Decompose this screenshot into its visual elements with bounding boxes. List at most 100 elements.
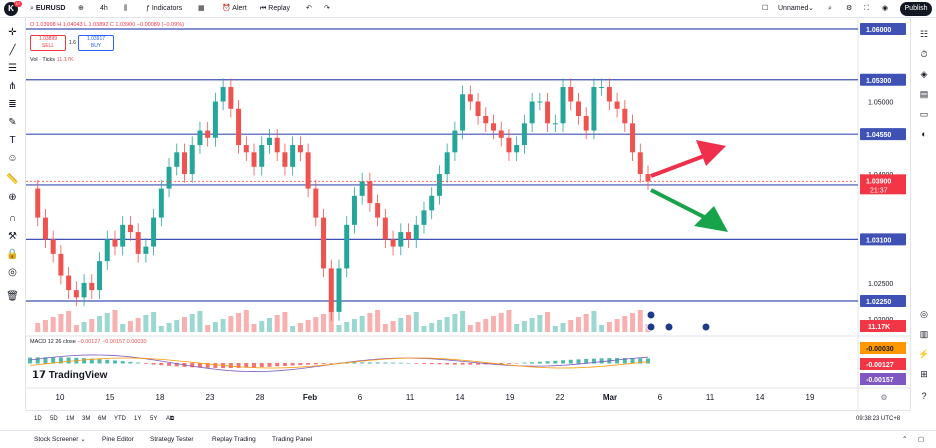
range-1y[interactable]: 1Y: [134, 416, 142, 422]
lock-drawing-icon[interactable]: ⚒: [8, 231, 17, 242]
candle-body: [560, 87, 566, 124]
volume-bar: [135, 318, 141, 332]
candle-body: [521, 123, 527, 146]
range-5d[interactable]: 5D: [50, 416, 58, 422]
chevron-down-icon[interactable]: ⌄: [808, 5, 814, 12]
chat-icon[interactable]: ▭: [919, 109, 929, 119]
notes-icon[interactable]: ▥: [919, 329, 929, 339]
signal-line-segment: [60, 360, 69, 363]
zoom-in-icon[interactable]: ⊕: [8, 192, 17, 203]
range-ytd[interactable]: YTD: [114, 416, 126, 422]
candle-body: [189, 145, 195, 175]
layers-icon[interactable]: ◈: [920, 69, 928, 79]
time-tick-label: 15: [106, 393, 115, 402]
range-1m[interactable]: 1M: [66, 416, 75, 422]
macd-histogram-bar: [514, 363, 519, 364]
volume-bar: [568, 320, 574, 332]
event-marker-icon[interactable]: [664, 322, 674, 332]
text-icon[interactable]: T: [9, 135, 16, 146]
signal-line-segment: [199, 362, 208, 365]
ideas-icon[interactable]: ◐: [921, 129, 927, 139]
candle-body: [97, 261, 103, 291]
buy-button[interactable]: 1.03917 BUY: [78, 35, 114, 51]
watchlist-icon[interactable]: ☷: [919, 29, 929, 39]
replay-button[interactable]: ⏮ Replay: [260, 3, 290, 15]
range-all[interactable]: All: [166, 416, 173, 422]
camera-icon[interactable]: ◉: [882, 5, 889, 12]
macd-line-segment: [470, 361, 479, 364]
eye-icon[interactable]: ◎: [8, 267, 17, 278]
macd-line-segment: [431, 358, 440, 360]
candle-body: [467, 94, 473, 102]
sell-button[interactable]: 1.03899 SELL: [30, 35, 66, 51]
range-3m[interactable]: 3M: [82, 416, 91, 422]
layout-checkbox-icon[interactable]: ☐: [762, 5, 769, 12]
event-marker-icon[interactable]: [701, 322, 711, 332]
tab-pine-editor[interactable]: Pine Editor: [102, 436, 134, 443]
macd-line-segment: [122, 355, 131, 358]
candle-body: [182, 152, 187, 175]
signal-line-segment: [207, 363, 216, 366]
macd-histogram-bar: [468, 363, 473, 365]
quick-search-icon[interactable]: ⌕: [828, 5, 832, 12]
templates-icon[interactable]: ▦: [198, 5, 205, 12]
maximize-panel-icon[interactable]: ▢: [918, 436, 925, 443]
publish-button[interactable]: Publish: [900, 2, 932, 16]
candle-body: [506, 137, 512, 153]
tab-replay-trading[interactable]: Replay Trading: [212, 436, 256, 443]
symbol-search[interactable]: ⌕ EURUSD: [30, 3, 65, 15]
interval-button[interactable]: 4h: [100, 5, 108, 12]
range-6m[interactable]: 6M: [98, 416, 107, 422]
collapse-panel-icon[interactable]: ⌃: [902, 436, 908, 443]
chart-type-icon[interactable]: ⫼: [124, 5, 128, 12]
pitchfork-icon[interactable]: ⋔: [8, 81, 17, 92]
add-symbol-icon[interactable]: ⊕: [78, 5, 84, 12]
tab-trading-panel[interactable]: Trading Panel: [272, 436, 313, 443]
trash-icon[interactable]: 🗑: [6, 291, 19, 302]
axis-settings-icon[interactable]: ⚙: [880, 393, 887, 402]
signal-icon[interactable]: ⚡: [918, 349, 930, 359]
tab-stock-screener[interactable]: Stock Screener ⌄: [34, 435, 86, 445]
horizontal-lines-icon[interactable]: ☰: [8, 63, 17, 74]
indicators-button[interactable]: ƒ Indicators: [146, 3, 182, 15]
ruler-icon[interactable]: 📏: [6, 174, 19, 185]
fullscreen-icon[interactable]: ⛶: [864, 5, 869, 12]
tab-strategy-tester[interactable]: Strategy Tester: [150, 436, 194, 443]
target-icon[interactable]: ◎: [920, 309, 928, 319]
price-chart[interactable]: 1.050001.040001.025001.020001.060001.053…: [26, 18, 910, 410]
macd-histogram-bar: [360, 362, 365, 364]
alert-button[interactable]: ⏰ Alert: [222, 3, 247, 15]
grid-icon[interactable]: ⊞: [920, 369, 928, 379]
alerts-clock-icon[interactable]: ⏱: [920, 49, 928, 59]
layout-name[interactable]: Unnamed: [778, 5, 809, 12]
settings-icon[interactable]: ⚙: [846, 5, 853, 12]
brush-icon[interactable]: ✎: [8, 117, 17, 128]
trend-line-icon[interactable]: ╱: [9, 45, 16, 56]
macd-histogram-bar: [499, 363, 504, 365]
fib-icon[interactable]: ≣: [8, 99, 17, 110]
crosshair-icon[interactable]: ✛: [8, 27, 17, 38]
range-5y[interactable]: 5Y: [150, 416, 158, 422]
volume-bar: [50, 317, 56, 332]
event-marker-icon[interactable]: [646, 322, 656, 332]
candle-body: [622, 108, 628, 124]
signal-line-segment: [300, 366, 309, 368]
undo-icon[interactable]: ↶: [306, 5, 312, 12]
macd-line-segment: [184, 364, 193, 367]
date-range-icon[interactable]: ⧉: [170, 416, 175, 422]
redo-icon[interactable]: ↷: [324, 5, 330, 12]
emoji-icon[interactable]: ☺: [7, 153, 18, 164]
magnet-icon[interactable]: ∩: [8, 213, 17, 224]
calendar-icon[interactable]: ▤: [919, 89, 929, 99]
time-tick-label: 14: [456, 393, 465, 402]
macd-histogram-bar: [568, 359, 573, 364]
time-tick-label: 11: [706, 393, 715, 402]
macd-histogram-bar: [522, 362, 527, 364]
range-1d[interactable]: 1D: [34, 416, 42, 422]
lock-icon[interactable]: 🔒: [6, 249, 19, 260]
candle-body: [166, 166, 172, 189]
help-icon[interactable]: ?: [921, 391, 927, 401]
volume-bar: [630, 313, 636, 332]
event-marker-icon[interactable]: [646, 310, 656, 320]
macd-histogram-bar: [638, 358, 643, 364]
